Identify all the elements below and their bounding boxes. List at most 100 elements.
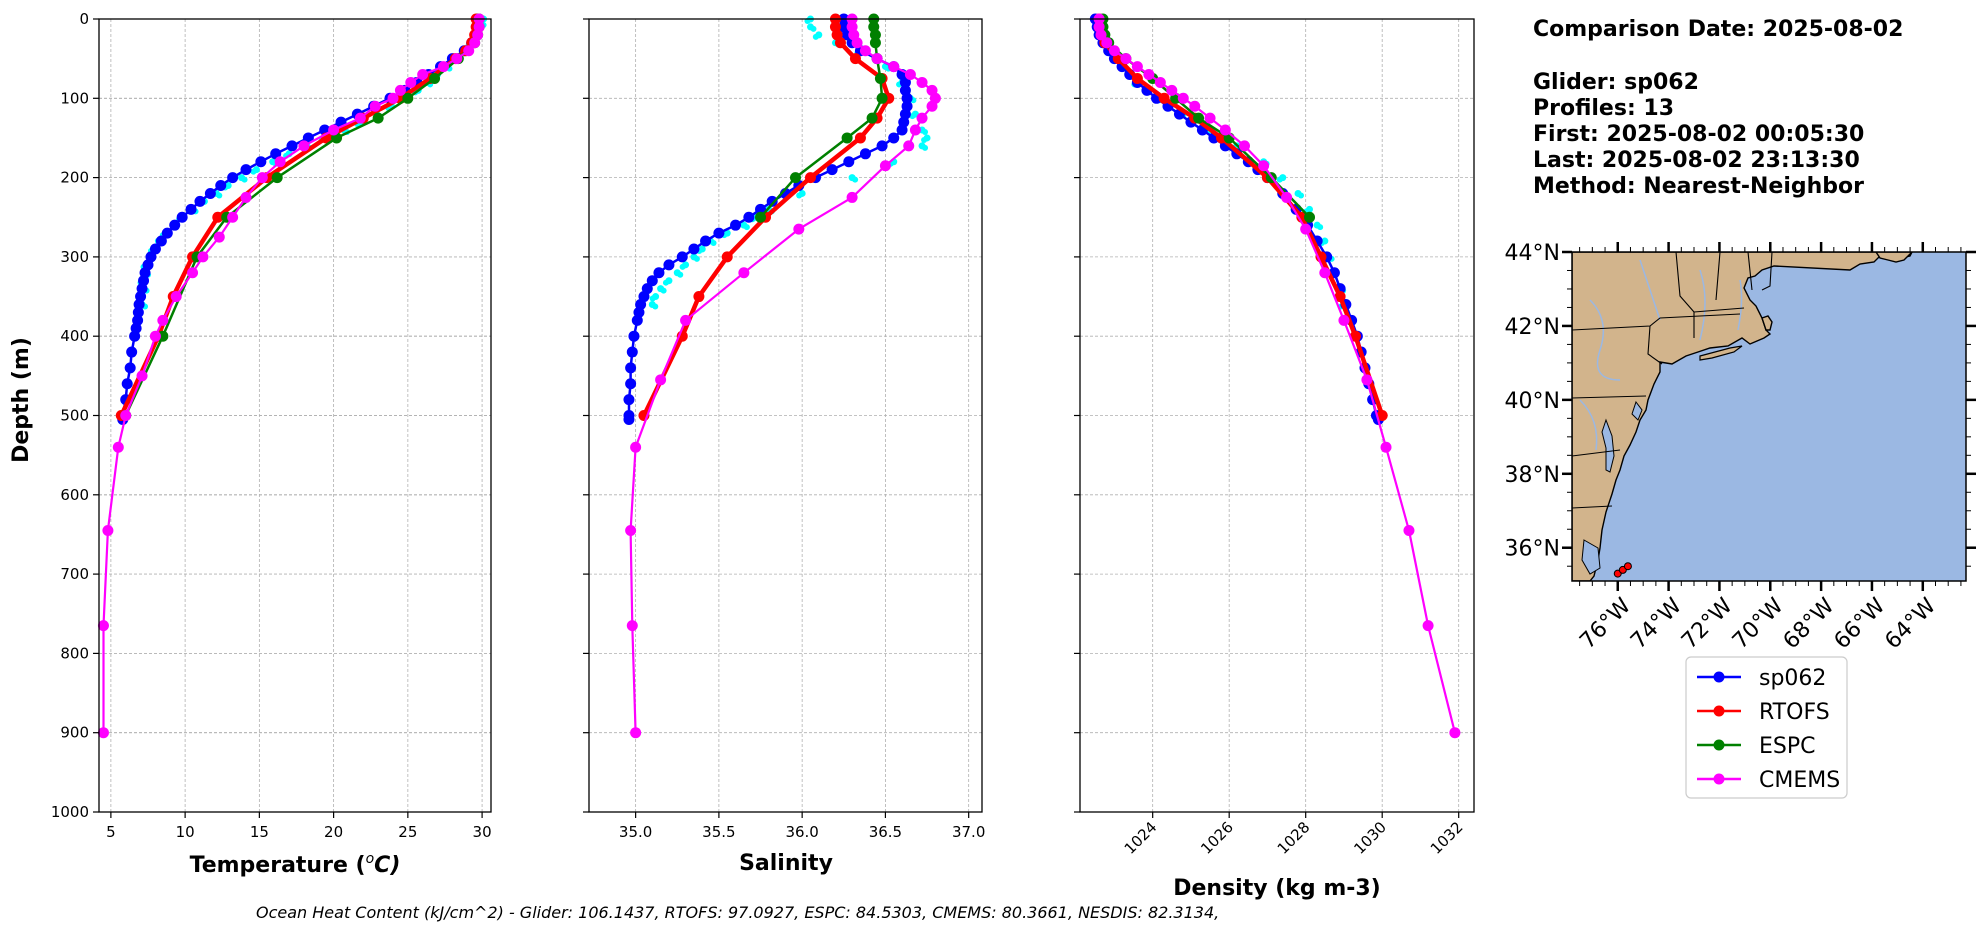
rtofs-point [1334,291,1346,303]
raw-point [250,168,257,175]
raw-point [812,33,819,40]
lon-label: 70°W [1728,593,1789,654]
sp062-point [628,330,640,342]
x-tick-label: 1032 [1427,818,1467,858]
x-tick-label: 36.5 [869,823,902,841]
cmems-point [1154,76,1166,88]
x-tick-label: 35.0 [619,823,652,841]
cmems-point [871,53,883,65]
x-tick-label: 15 [250,823,269,841]
cmems-point [1108,45,1120,57]
map-state-borders [1572,252,1773,509]
cmems-point [903,140,915,152]
raw-point [710,240,717,247]
cmems-point [1095,29,1107,41]
salinity-panel: 35.0 35.5 36.0 36.5 37.0 [583,13,985,841]
map-delaware-bay [1631,400,1643,421]
x-tick-label: 1030 [1350,818,1390,858]
sp062-point [215,180,227,192]
glider-position [1623,562,1632,571]
cmems-point [240,191,252,203]
cmems-point [1422,620,1434,632]
espc-point [271,172,283,184]
legend-label-cmems: CMEMS [1759,768,1840,793]
y-tick-label: 100 [60,89,89,107]
rtofs-point [1376,410,1388,421]
legend-marker-sp062 [1713,671,1725,683]
cmems-point [1101,37,1113,49]
cmems-point [1204,112,1216,124]
raw-point [810,25,817,32]
sp062-point [876,140,888,152]
lat-label: 44°N [1505,241,1560,266]
y-tick-label: 400 [60,327,89,345]
espc-point [789,172,801,184]
sp062-point [623,394,635,406]
cmems-point [197,251,209,263]
sp062-point [653,267,665,279]
cmems-point [1300,223,1312,235]
cmems-point [369,100,381,112]
espc-point [874,72,886,84]
lon-label: 68°W [1779,593,1840,654]
cmems-point [274,156,286,168]
map-rivers [1579,259,1743,451]
map-land [1572,252,1913,581]
cmems-point [213,231,225,243]
ohc-footer: Ocean Heat Content (kJ/cm^2) - Glider: 1… [256,903,1219,922]
density-panel: 1024 1026 1028 1030 1032 [1074,13,1475,858]
cmems-point [227,211,239,223]
sp062-point [646,275,658,287]
cmems-point [187,267,199,279]
sp062-point [255,156,267,168]
rtofs-point [1158,92,1170,104]
cmems-point [879,160,891,172]
comparison-date: Comparison Date: 2025-08-02 [1533,17,1903,42]
sp062-point [743,211,755,223]
x-tick-label: 20 [324,823,343,841]
cmems-point [680,314,692,326]
cmems-point [1219,124,1231,136]
cmems-point [904,69,916,81]
cmems-point [926,100,938,112]
x-tick-label: 25 [398,823,417,841]
sp062-point [631,314,643,326]
sp062-point [623,413,635,425]
raw-point [922,144,929,151]
sp062-point [755,203,767,215]
legend: sp062 RTOFS ESPC CMEMS [1685,656,1848,799]
legend-label-rtofs: RTOFS [1759,700,1830,725]
espc-point [866,112,878,124]
cmems-point [102,524,114,536]
cmems-point [256,172,268,184]
cmems-point [909,124,921,136]
y-tick-label: 500 [60,407,89,425]
cmems-line [102,19,481,733]
cmems-point [851,37,863,49]
legend-marker-cmems [1713,773,1725,785]
sp062-point [286,140,298,152]
cmems-point [328,124,340,136]
espc-point [1193,112,1205,124]
lat-label: 42°N [1505,315,1560,340]
rtofs-point [693,291,705,303]
sp062-point [766,195,778,207]
cmems-point [1380,441,1392,453]
espc-point [869,37,881,49]
cmems-point [1189,100,1201,112]
rtofs-point [854,132,866,144]
espc-point [869,29,881,41]
cmems-point [626,620,638,632]
sp062-point [124,362,136,374]
map-land-capecod [1761,315,1773,331]
cmems-point [136,370,148,382]
cmems-point [112,441,124,453]
temperature-panel: 0 100 200 300 400 500 600 700 800 900 1000 5 10 15 20 2… [51,10,492,841]
espc-point [1304,211,1316,223]
x-tick-label: 30 [473,823,492,841]
y-tick-label: 600 [60,486,89,504]
temperature-axis-label: Temperature (oC) [190,851,401,878]
cmems-point [655,374,667,386]
cmems-point [298,140,310,152]
